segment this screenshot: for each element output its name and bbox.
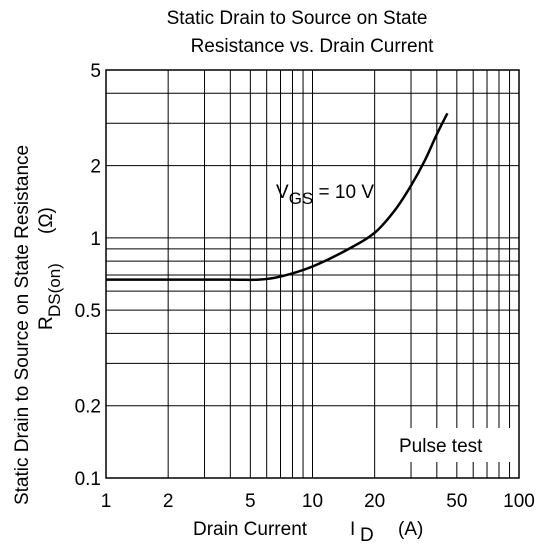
x-tick-label: 1: [101, 491, 112, 512]
y-tick-label: 2: [90, 157, 101, 178]
y-axis-label-sub: DS(on): [45, 263, 64, 317]
y-tick-label: 1: [90, 229, 101, 250]
series-label: VGS = 10 V: [276, 182, 374, 208]
y-axis-label-unit: (Ω): [36, 207, 57, 234]
x-axis-label-main: Drain Current: [193, 519, 308, 540]
y-tick-label: 0.5: [75, 301, 101, 322]
x-axis-label-unit: (A): [398, 519, 423, 540]
y-axis-label-symbol: R: [36, 316, 57, 330]
y-tick-label: 0.1: [75, 469, 101, 490]
x-tick-label: 5: [245, 491, 256, 512]
x-tick-label: 100: [503, 491, 535, 512]
series-label-main: V: [276, 182, 289, 203]
x-tick-label: 20: [364, 491, 385, 512]
x-tick-label: 2: [163, 491, 174, 512]
series-label-rest: = 10 V: [313, 182, 374, 203]
y-tick-label: 5: [90, 61, 101, 82]
series-layer: [106, 112, 449, 282]
annotation-bg: [393, 428, 517, 462]
y-axis-symbol-group: R DS(on) (Ω): [36, 207, 65, 330]
chart-title-line2: Resistance vs. Drain Current: [191, 36, 435, 57]
svg-text:R DS(on) (Ω): R DS(on) (Ω): [36, 207, 65, 330]
chart-title-line1: Static Drain to Source on State: [167, 8, 428, 29]
tick-labels: 1 2 5 10 20 50 100 0.1 0.2 0.5 1 2 5: [75, 61, 535, 512]
series-label-sub: GS: [289, 189, 314, 208]
y-tick-label: 0.2: [75, 397, 101, 418]
x-axis-label-symbol: I: [350, 519, 355, 540]
x-axis-label: Drain Current I D (A): [193, 519, 423, 546]
y-axis-label-group: Static Drain to Source on State Resistan…: [12, 145, 33, 505]
plot-area: [105, 69, 520, 479]
x-axis-label-sub: D: [360, 525, 374, 546]
annotation-pulse-test: Pulse test: [399, 436, 483, 457]
x-tick-label: 10: [302, 491, 323, 512]
x-tick-label: 50: [446, 491, 467, 512]
grid-lines: [106, 70, 519, 478]
y-axis-label-main: Static Drain to Source on State Resistan…: [12, 145, 33, 505]
series-line-vgs-10v: [106, 112, 449, 282]
